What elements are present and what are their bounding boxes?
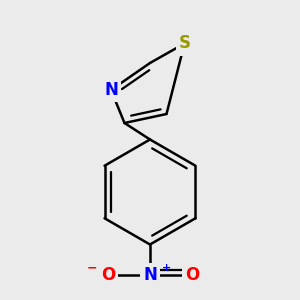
Text: N: N <box>143 266 157 284</box>
Text: +: + <box>162 263 171 273</box>
Text: O: O <box>101 266 115 284</box>
Text: O: O <box>185 266 199 284</box>
Text: S: S <box>178 34 190 52</box>
Text: N: N <box>104 81 118 99</box>
Text: −: − <box>86 261 97 274</box>
